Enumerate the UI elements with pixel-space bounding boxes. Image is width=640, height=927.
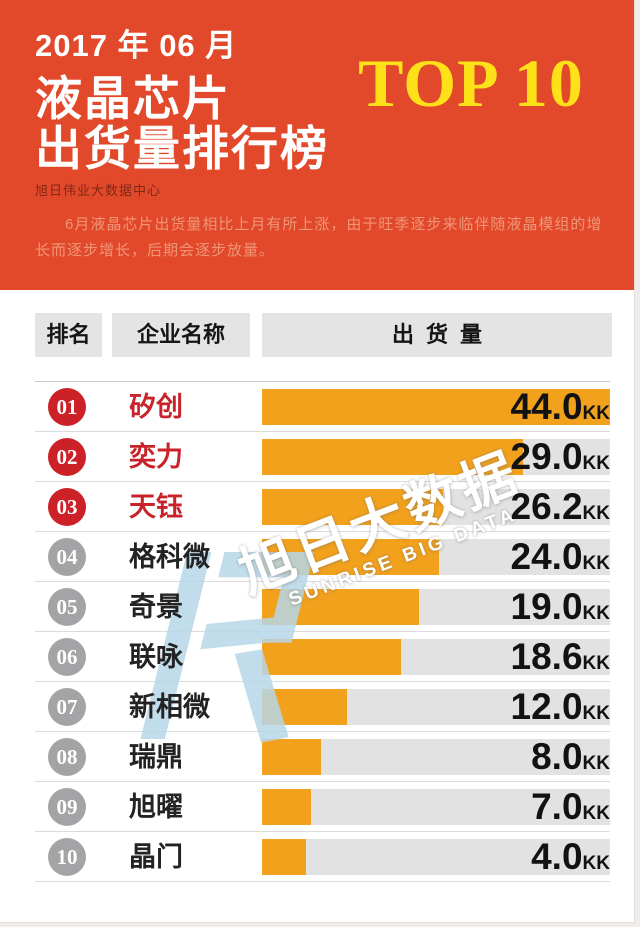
shipment-value: 12.0KK — [510, 686, 610, 727]
company-name: 格科微 — [129, 542, 210, 572]
company-name: 瑞鼎 — [129, 742, 183, 772]
bar-fill — [262, 389, 610, 425]
table-row: 06 联咏 18.6KK — [0, 632, 634, 682]
page-title-line1: 液晶芯片 — [35, 72, 231, 125]
company-name: 联咏 — [129, 642, 183, 672]
bar-fill — [262, 439, 523, 475]
rank-badge: 01 — [48, 388, 86, 426]
bar-track — [262, 839, 610, 875]
rank-badge: 06 — [48, 638, 86, 676]
bar-track — [262, 489, 610, 525]
rank-badge: 05 — [48, 588, 86, 626]
company-name: 新相微 — [129, 692, 210, 722]
bar-fill — [262, 539, 440, 575]
company-name: 旭曜 — [129, 792, 183, 822]
bar-track — [262, 739, 610, 775]
bar-fill — [262, 789, 311, 825]
bar-fill — [262, 689, 348, 725]
shipment-value: 24.0KK — [510, 536, 610, 577]
bar-track — [262, 389, 610, 425]
company-name: 奕力 — [129, 442, 183, 472]
bar-fill — [262, 839, 306, 875]
data-source-label: 旭日伟业大数据中心 — [35, 183, 162, 198]
column-header-company: 企业名称 — [112, 313, 250, 357]
shipment-value: 26.2KK — [510, 486, 610, 527]
bar-fill — [262, 639, 402, 675]
shipment-value: 18.6KK — [510, 636, 610, 677]
rank-badge: 09 — [48, 788, 86, 826]
table-row: 09 旭曜 7.0KK — [0, 782, 634, 832]
table-row: 01 矽创 44.0KK — [0, 382, 634, 432]
bar-track — [262, 789, 610, 825]
bar-fill — [262, 739, 322, 775]
header-divider — [35, 381, 610, 382]
shipment-value: 8.0KK — [531, 736, 610, 777]
shipment-value: 19.0KK — [510, 586, 610, 627]
company-name: 天钰 — [129, 492, 183, 522]
column-header-rank: 排名 — [35, 313, 102, 357]
table-row: 04 格科微 24.0KK — [0, 532, 634, 582]
page-title-line2: 出货量排行榜 — [35, 122, 329, 175]
table-row: 07 新相微 12.0KK — [0, 682, 634, 732]
top10-badge: TOP 10 — [358, 45, 584, 121]
table-row: 10 晶门 4.0KK — [0, 832, 634, 882]
rank-badge: 04 — [48, 538, 86, 576]
company-name: 晶门 — [129, 842, 183, 872]
shipment-value: 44.0KK — [510, 386, 610, 427]
bar-track — [262, 439, 610, 475]
table-row: 05 奇景 19.0KK — [0, 582, 634, 632]
bar-fill — [262, 489, 443, 525]
header-banner: 2017 年 06 月 液晶芯片 出货量排行榜 TOP 10 旭日伟业大数据中心… — [0, 0, 634, 290]
rank-badge: 03 — [48, 488, 86, 526]
report-date: 2017 年 06 月 — [35, 28, 238, 63]
table-row: 03 天钰 26.2KK — [0, 482, 634, 532]
table-row: 02 奕力 29.0KK — [0, 432, 634, 482]
bar-track — [262, 689, 610, 725]
shipment-value: 29.0KK — [510, 436, 610, 477]
summary-paragraph: 6月液晶芯片出货量相比上月有所上涨，由于旺季逐步来临伴随液晶模组的增长而逐步增长… — [35, 216, 603, 259]
rank-badge: 08 — [48, 738, 86, 776]
shipment-value: 7.0KK — [531, 786, 610, 827]
table-row: 08 瑞鼎 8.0KK — [0, 732, 634, 782]
rank-badge: 07 — [48, 688, 86, 726]
column-header-shipment: 出货量 — [262, 313, 612, 357]
shipment-value: 4.0KK — [531, 836, 610, 877]
ranking-rows: 01 矽创 44.0KK 02 奕力 29.0KK 03 天钰 26.2KK 0… — [0, 382, 634, 882]
company-name: 奇景 — [129, 592, 183, 622]
rank-badge: 10 — [48, 838, 86, 876]
company-name: 矽创 — [129, 392, 183, 422]
rank-badge: 02 — [48, 438, 86, 476]
bar-fill — [262, 589, 419, 625]
